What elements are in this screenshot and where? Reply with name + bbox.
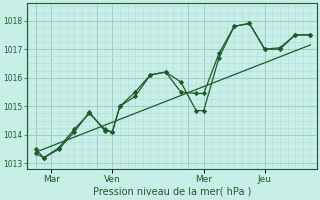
X-axis label: Pression niveau de la mer( hPa ): Pression niveau de la mer( hPa ): [92, 187, 251, 197]
